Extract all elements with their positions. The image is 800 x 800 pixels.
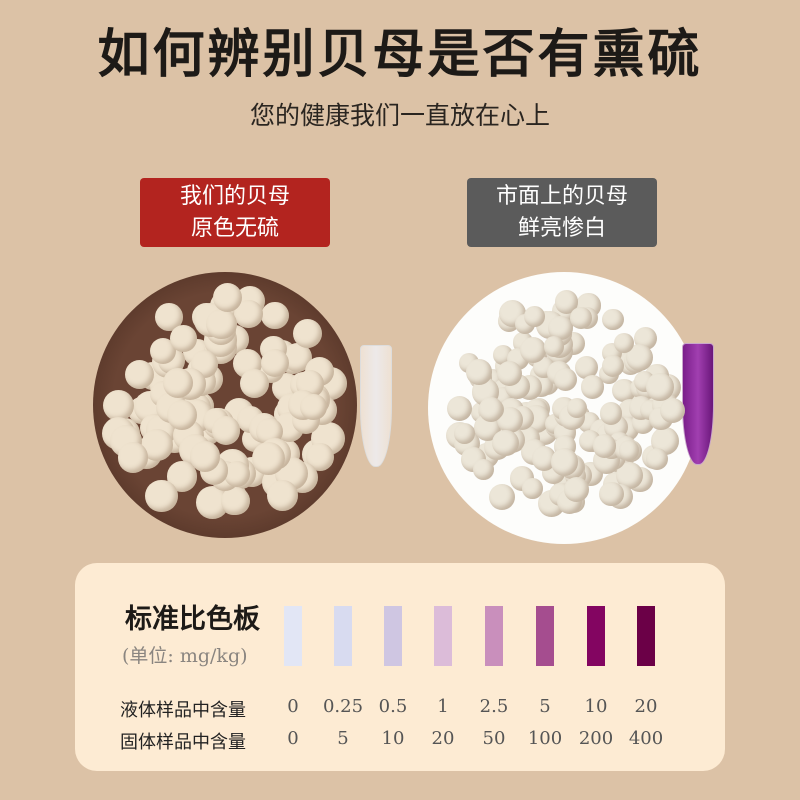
liquid-value: 0.5 bbox=[378, 696, 408, 717]
fritillaria-bulb bbox=[548, 316, 573, 341]
fritillaria-bulb bbox=[602, 309, 624, 331]
solid-value: 0 bbox=[287, 728, 299, 749]
fritillaria-bulb bbox=[166, 400, 197, 431]
solid-value: 5 bbox=[337, 728, 349, 749]
color-swatch bbox=[536, 606, 554, 666]
color-swatch bbox=[284, 606, 302, 666]
color-swatch bbox=[637, 606, 655, 666]
market-product-tag-line2: 鲜亮惨白 bbox=[517, 216, 606, 241]
fritillaria-bulb bbox=[563, 477, 589, 503]
liquid-value: 0.25 bbox=[322, 696, 364, 717]
fritillaria-bulb bbox=[553, 368, 577, 392]
fritillaria-bulb bbox=[102, 390, 135, 422]
fritillaria-bulb bbox=[299, 393, 327, 421]
fritillaria-bulb bbox=[614, 332, 635, 353]
solid-row-label: 固体样品中含量 bbox=[120, 732, 246, 753]
liquid-value: 10 bbox=[584, 696, 608, 717]
clear-test-tube-image bbox=[360, 345, 392, 467]
market-product-tag-line1: 市面上的贝母 bbox=[495, 184, 628, 209]
liquid-value: 2.5 bbox=[479, 696, 509, 717]
solid-value: 10 bbox=[381, 728, 405, 749]
fritillaria-bulb bbox=[189, 441, 221, 472]
fritillaria-bulb bbox=[522, 478, 543, 499]
purple-test-tube-image bbox=[682, 343, 714, 465]
fritillaria-bulb bbox=[550, 448, 579, 476]
fritillaria-bulb bbox=[162, 367, 194, 399]
fritillaria-bulb bbox=[169, 325, 197, 352]
color-chart-panel bbox=[75, 563, 725, 771]
color-swatch bbox=[587, 606, 605, 666]
fritillaria-bulb bbox=[660, 398, 686, 424]
color-chart-title: 标准比色板 bbox=[125, 604, 260, 635]
fritillaria-bulb bbox=[524, 305, 546, 327]
color-swatch bbox=[485, 606, 503, 666]
fritillaria-bulb bbox=[612, 378, 636, 403]
liquid-value: 1 bbox=[437, 696, 449, 717]
fritillaria-bulb bbox=[261, 301, 289, 329]
our-product-tag: 我们的贝母 原色无硫 bbox=[140, 178, 330, 247]
fritillaria-bulb bbox=[598, 481, 624, 507]
fritillaria-bulb bbox=[125, 359, 155, 389]
fritillaria-bulb bbox=[599, 402, 622, 425]
fritillaria-bulb bbox=[251, 441, 286, 476]
solid-value: 100 bbox=[527, 728, 563, 749]
fritillaria-bulb bbox=[592, 433, 617, 458]
solid-value: 20 bbox=[431, 728, 455, 749]
fritillaria-bulb bbox=[239, 369, 269, 399]
color-swatch bbox=[384, 606, 402, 666]
fritillaria-bulb bbox=[618, 440, 639, 461]
fritillaria-bulb bbox=[117, 442, 149, 473]
fritillaria-bulb bbox=[211, 415, 241, 445]
fritillaria-bulb bbox=[473, 458, 495, 480]
market-product-tag: 市面上的贝母 鲜亮惨白 bbox=[467, 178, 657, 247]
our-product-tag-line1: 我们的贝母 bbox=[179, 184, 290, 209]
fritillaria-bulb bbox=[575, 355, 598, 379]
fritillaria-bulb bbox=[223, 460, 250, 488]
fritillaria-bulb bbox=[488, 483, 516, 511]
solid-value: 200 bbox=[578, 728, 614, 749]
liquid-row-label: 液体样品中含量 bbox=[120, 700, 246, 721]
fritillaria-bulb bbox=[581, 375, 605, 399]
page-title: 如何辨别贝母是否有熏硫 bbox=[97, 24, 703, 85]
fritillaria-bulb bbox=[221, 486, 250, 515]
fritillaria-bulb bbox=[478, 397, 503, 422]
fritillaria-bulb bbox=[454, 422, 476, 444]
subtitle: 您的健康我们一直放在心上 bbox=[249, 101, 550, 130]
color-swatch bbox=[434, 606, 452, 666]
fritillaria-bulb bbox=[567, 397, 588, 418]
fritillaria-bulb bbox=[570, 307, 592, 329]
liquid-value: 20 bbox=[634, 696, 658, 717]
fritillaria-bulb bbox=[446, 396, 472, 422]
color-swatch bbox=[334, 606, 352, 666]
fritillaria-bulb bbox=[520, 337, 546, 363]
fritillaria-bulb bbox=[646, 373, 674, 401]
solid-value: 50 bbox=[482, 728, 506, 749]
fritillaria-bulb bbox=[496, 360, 522, 386]
unit-label: (单位: mg/kg) bbox=[122, 645, 248, 667]
solid-value: 400 bbox=[628, 728, 664, 749]
our-product-tag-line2: 原色无硫 bbox=[190, 216, 279, 241]
fritillaria-bulb bbox=[261, 348, 290, 377]
fritillaria-bulb bbox=[212, 282, 243, 313]
fritillaria-bulb bbox=[645, 447, 668, 470]
fritillaria-bulb bbox=[267, 479, 299, 511]
fritillaria-bulb bbox=[602, 355, 625, 378]
fritillaria-bulb bbox=[293, 319, 323, 349]
fritillaria-bulb bbox=[145, 479, 178, 513]
fritillaria-bulb bbox=[554, 290, 579, 315]
fritillaria-bulb bbox=[466, 359, 492, 385]
fritillaria-bulb bbox=[206, 308, 237, 339]
liquid-value: 0 bbox=[287, 696, 299, 717]
fritillaria-bulb bbox=[544, 336, 565, 357]
fritillaria-bulb bbox=[492, 429, 519, 457]
liquid-value: 5 bbox=[539, 696, 551, 717]
